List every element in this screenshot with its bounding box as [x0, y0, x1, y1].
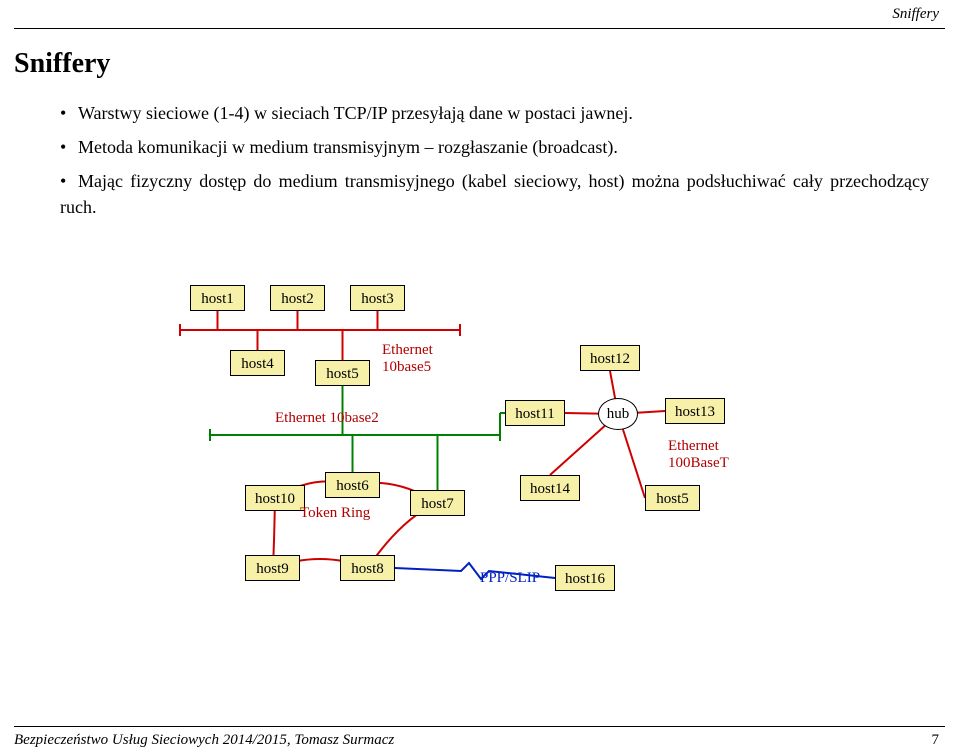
node-host16: host16 [555, 565, 615, 591]
footer-rule [14, 726, 945, 727]
bullet-text: Mając fizyczny dostęp do medium transmis… [60, 171, 929, 217]
node-host4: host4 [230, 350, 285, 376]
net-label-eth10b2: Ethernet 10base2 [275, 410, 379, 427]
bullet-item: •Metoda komunikacji w medium transmisyjn… [60, 134, 929, 160]
page-title: Sniffery [14, 48, 110, 80]
footer-page-number: 7 [932, 732, 940, 749]
hub-node: hub [598, 398, 638, 430]
network-diagram: host1 host2 host3 host4 host5 host6 host7 host8… [170, 280, 810, 620]
net-label-tokenring: Token Ring [300, 505, 370, 522]
node-host11: host11 [505, 400, 565, 426]
header-rule [14, 28, 945, 29]
node-host12: host12 [580, 345, 640, 371]
footer-left: Bezpieczeństwo Usług Sieciowych 2014/201… [14, 732, 394, 749]
bullet-item: •Mając fizyczny dostęp do medium transmi… [60, 168, 929, 220]
node-host6: host6 [325, 472, 380, 498]
node-host3: host3 [350, 285, 405, 311]
node-host14: host14 [520, 475, 580, 501]
bullet-text: Warstwy sieciowe (1-4) w sieciach TCP/IP… [78, 103, 633, 123]
node-host1: host1 [190, 285, 245, 311]
bullet-text: Metoda komunikacji w medium transmisyjny… [78, 137, 618, 157]
bullet-item: •Warstwy sieciowe (1-4) w sieciach TCP/I… [60, 100, 929, 126]
node-host5: host5 [315, 360, 370, 386]
node-host5b: host5 [645, 485, 700, 511]
node-host2: host2 [270, 285, 325, 311]
net-label-ppp: PPP/SLIP [480, 570, 540, 587]
bullet-list: •Warstwy sieciowe (1-4) w sieciach TCP/I… [60, 100, 929, 228]
net-label-eth10b5: Ethernet 10base5 [382, 342, 433, 376]
header-right: Sniffery [892, 6, 939, 23]
node-host7: host7 [410, 490, 465, 516]
node-host13: host13 [665, 398, 725, 424]
node-host10: host10 [245, 485, 305, 511]
node-host9: host9 [245, 555, 300, 581]
node-host8: host8 [340, 555, 395, 581]
net-label-eth100bt: Ethernet 100BaseT [668, 438, 729, 472]
